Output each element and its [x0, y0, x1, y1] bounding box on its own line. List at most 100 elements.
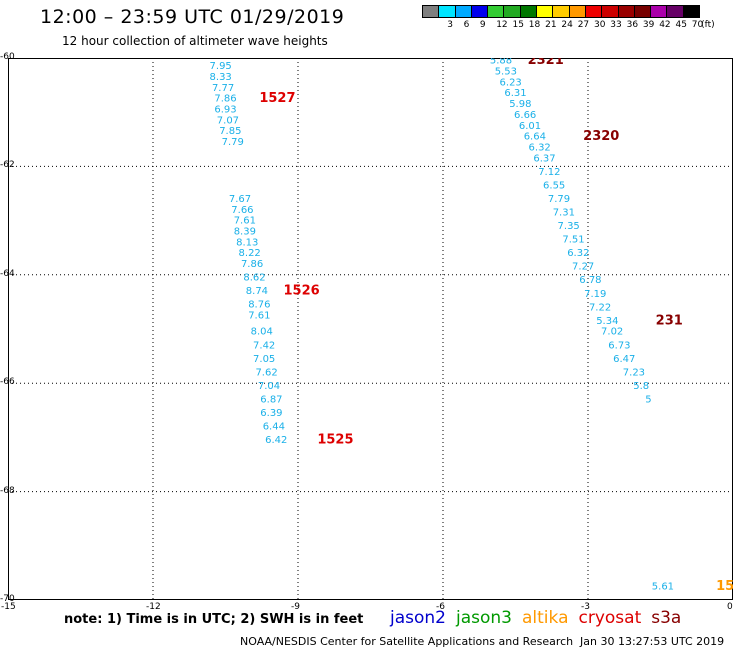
wave-height-value: 8.13: [236, 237, 258, 248]
wave-height-value: 7.86: [241, 259, 263, 270]
credit-line: NOAA/NESDIS Center for Satellite Applica…: [240, 635, 574, 648]
wave-height-value: 7.66: [231, 205, 253, 216]
lon-tick-label: -15: [1, 602, 16, 612]
legend-unit: (ft): [701, 20, 715, 30]
generated-timestamp: Jan 30 13:27:53 UTC 2019: [580, 635, 725, 648]
satellite-name: s3a: [651, 608, 682, 628]
wave-height-value: 7.85: [219, 126, 241, 137]
wave-height-value: 7.61: [234, 216, 256, 227]
legend-tick-label: 24: [561, 20, 573, 30]
legend-tick-label: 12: [496, 20, 508, 30]
wave-height-value: 7.51: [562, 235, 584, 246]
wave-height-value: 6.64: [524, 132, 546, 143]
map-frame: [8, 58, 733, 600]
pass-time-label: 2320: [583, 129, 619, 144]
legend-swatch: [617, 5, 635, 18]
pass-time-label: 1525: [317, 433, 353, 448]
legend-swatch: [633, 5, 652, 18]
map-subtitle: 12 hour collection of altimeter wave hei…: [62, 34, 328, 48]
legend-tick-label: 21: [545, 20, 557, 30]
wave-height-value: 6.78: [579, 275, 601, 286]
lon-tick-label: 0: [727, 602, 733, 612]
legend-swatch: [650, 5, 668, 18]
wave-height-value: 7.77: [212, 83, 234, 94]
wave-height-value: 7.27: [572, 262, 594, 273]
wave-height-value: 7.07: [217, 115, 239, 126]
wave-height-value: 7.04: [258, 381, 280, 392]
wave-height-value: 7.23: [623, 367, 645, 378]
wave-height-value: 6.55: [543, 180, 565, 191]
wave-height-value: 8.04: [251, 327, 273, 338]
legend-swatch: [552, 5, 570, 18]
wave-height-value: 6.23: [500, 77, 522, 88]
wave-height-value: 6.32: [529, 142, 551, 153]
legend-swatch: [568, 5, 586, 18]
wave-height-value: 6.32: [567, 248, 589, 259]
satellite-name: altika: [522, 608, 569, 628]
wave-height-value: 6.87: [260, 394, 282, 405]
legend-swatch: [470, 5, 489, 18]
wave-height-value: 7.67: [229, 194, 251, 205]
wave-height-value: 5.34: [596, 316, 618, 327]
pass-time-label: 231: [656, 313, 683, 328]
wave-height-value: 8.76: [248, 300, 270, 311]
legend-swatch: [487, 5, 505, 18]
legend-tick-label: 3: [447, 20, 454, 30]
legend-swatch: [438, 5, 456, 18]
lon-tick-label: -3: [581, 602, 590, 612]
lon-tick-label: -12: [146, 602, 161, 612]
legend-tick-label: 9: [479, 20, 486, 30]
legend-swatch: [503, 5, 521, 18]
wave-height-value: 6.47: [613, 354, 635, 365]
lat-tick-label: -70: [0, 594, 15, 604]
wave-height-value: 7.95: [210, 61, 232, 72]
pass-time-label: 1527: [259, 91, 295, 106]
satellite-legend: jason2 jason3 altika cryosat s3a: [390, 608, 691, 628]
wave-height-color-legend: 3 6 9 12 15 18 21 24 27 30 33 36 39 42 45 70 (ft): [422, 5, 740, 32]
pass-time-label: 2321: [528, 58, 564, 68]
wave-height-value: 5.98: [509, 99, 531, 110]
legend-swatch: [422, 5, 440, 18]
legend-tick-label: 42: [659, 20, 671, 30]
legend-tick-label: 39: [642, 20, 655, 30]
wave-height-value: 5.61: [652, 581, 674, 592]
wave-height-value: 7.12: [538, 167, 560, 178]
legend-tick-label: 6: [463, 20, 470, 30]
legend-swatch: [666, 5, 684, 18]
lon-tick-label: -6: [436, 602, 445, 612]
legend-swatch: [454, 5, 472, 18]
lat-tick-label: -68: [0, 485, 15, 496]
wave-height-value: 6.73: [608, 340, 630, 351]
lat-tick-label: -62: [0, 160, 15, 171]
legend-tick-label: 27: [577, 20, 590, 30]
wave-height-value: 7.22: [589, 302, 611, 313]
satellite-name: jason2: [390, 608, 446, 628]
legend-tick-label: 70: [691, 20, 704, 30]
wave-height-value: 8.33: [210, 72, 232, 83]
footer-note: note: 1) Time is in UTC; 2) SWH is in fe…: [64, 612, 364, 627]
wave-height-value: 7.79: [548, 194, 570, 205]
wave-height-value: 7.31: [553, 207, 575, 218]
legend-tick-label: 18: [528, 20, 541, 30]
wave-height-value: 5.88: [490, 58, 512, 67]
legend-swatch: [519, 5, 538, 18]
map-canvas: 7.958.337.77 7.86 6.937.077.85 7.79 1527 7.67…: [7, 53, 740, 601]
legend-tick-label: 45: [675, 20, 687, 30]
wave-height-value: 8.74: [246, 286, 268, 297]
wave-height-value: 7.42: [253, 340, 275, 351]
legend-tick-label: 15: [512, 20, 524, 30]
wave-height-value: 6.66: [514, 110, 536, 121]
wave-height-map: 7.95 8.33 7.77 7.86 6.93 7.07 7.85 7.79 1527 7.67…: [7, 53, 740, 601]
legend-swatch: [682, 5, 701, 18]
wave-height-value: 7.35: [558, 221, 580, 232]
lat-tick-label: -64: [0, 268, 15, 279]
wave-height-value: 5.53: [495, 67, 517, 78]
wave-height-value: 7.62: [255, 367, 277, 378]
wave-height-value: 7.05: [253, 354, 275, 365]
legend-labels: 3 6 9 12 15 18 21 24 27 30 33 36 39 42 45 70 (ft): [422, 18, 740, 32]
wave-height-value: 6.93: [214, 104, 236, 115]
wave-height-value: 6.37: [533, 153, 555, 164]
wave-height-value: 6.44: [263, 422, 285, 433]
wave-height-value: 7.61: [248, 310, 270, 321]
legend-tick-label: 30: [594, 20, 606, 30]
